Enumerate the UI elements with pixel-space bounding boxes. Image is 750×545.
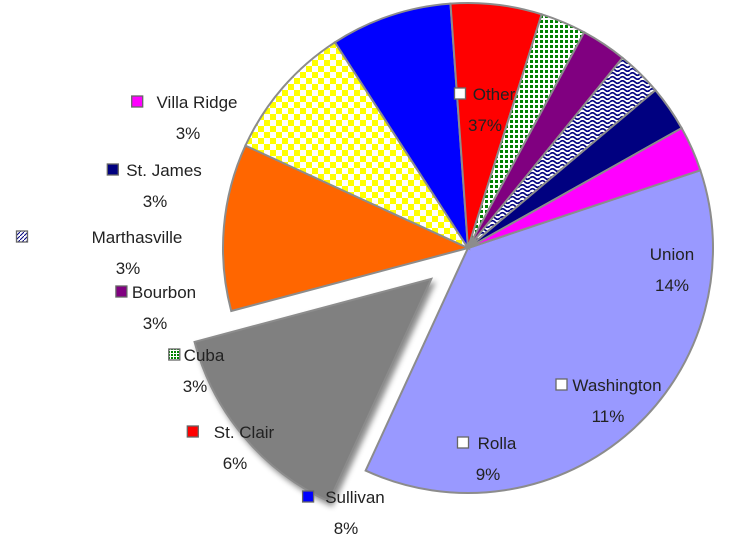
value-label-union: 14%	[655, 276, 689, 295]
data-label-st-james: St. James 3%	[106, 161, 202, 211]
value-label-sullivan: 8%	[334, 519, 359, 538]
legend-key-bourbon	[115, 285, 128, 298]
category-label-sullivan: Sullivan	[325, 488, 385, 507]
category-label-union: Union	[650, 245, 694, 264]
data-label-sullivan: Sullivan 8%	[301, 488, 385, 538]
value-label-cuba: 3%	[183, 377, 208, 396]
category-label-other: Other	[473, 85, 516, 104]
data-label-bourbon: Bourbon 3%	[115, 283, 196, 333]
category-label-washington: Washington	[572, 376, 661, 395]
value-label-washington: 11%	[592, 407, 625, 426]
legend-key-other	[453, 87, 467, 100]
pie-labels: Other 37% Union 14% Washington 11% Rolla 9% Sull…	[15, 85, 694, 538]
legend-key-washington	[555, 378, 568, 391]
value-label-other: 37%	[468, 116, 502, 135]
legend-key-sullivan	[301, 490, 315, 503]
data-label-rolla: Rolla 9%	[456, 434, 517, 484]
category-label-marthasville: Marthasville	[92, 228, 183, 247]
legend-key-st-clair	[186, 425, 199, 438]
pie-slice-sullivan	[333, 2, 469, 249]
data-label-villa-ridge: Villa Ridge 3%	[131, 93, 238, 143]
pie-slice-other	[364, 168, 714, 494]
pie-slice-villa-ridge	[467, 126, 702, 249]
data-label-cuba: Cuba 3%	[168, 346, 225, 396]
legend-key-marthasville	[15, 230, 29, 243]
pie-slice-rolla	[244, 40, 471, 251]
value-label-rolla: 9%	[476, 465, 501, 484]
legend-key-rolla	[456, 436, 470, 449]
category-label-rolla: Rolla	[478, 434, 517, 453]
pie-slices	[193, 2, 714, 503]
value-label-marthasville: 3%	[116, 259, 141, 278]
category-label-st-clair: St. Clair	[214, 423, 275, 442]
data-label-marthasville: Marthasville 3%	[15, 228, 183, 278]
value-label-st-james: 3%	[143, 192, 168, 211]
legend-key-villa-ridge	[131, 95, 144, 108]
data-label-other: Other 37%	[453, 85, 516, 135]
data-label-st-clair: St. Clair 6%	[186, 423, 275, 473]
pie-slice-washington	[222, 144, 471, 313]
legend-key-st-james	[106, 163, 119, 176]
data-label-washington: Washington 11%	[555, 376, 662, 426]
value-label-villa-ridge: 3%	[176, 124, 201, 143]
value-label-st-clair: 6%	[223, 454, 248, 473]
category-label-bourbon: Bourbon	[132, 283, 196, 302]
category-label-villa-ridge: Villa Ridge	[157, 93, 238, 112]
category-label-cuba: Cuba	[184, 346, 225, 365]
data-label-union: Union 14%	[650, 245, 694, 295]
category-label-st-james: St. James	[126, 161, 202, 180]
legend-key-cuba	[168, 348, 181, 361]
value-label-bourbon: 3%	[143, 314, 168, 333]
